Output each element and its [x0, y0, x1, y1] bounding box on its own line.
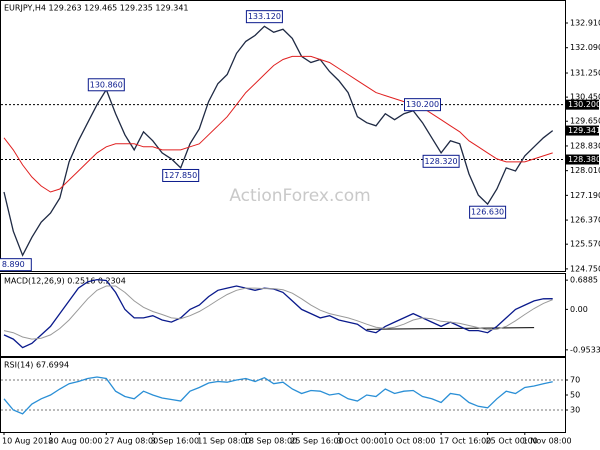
y-tick-label: 124.750 — [570, 264, 600, 273]
annotation-box — [0, 258, 32, 272]
price-panel — [0, 0, 566, 272]
y-tick-label: 131.250 — [570, 69, 600, 78]
y-tick-label: 30 — [570, 406, 580, 415]
watermark: ActionForex.com — [229, 186, 370, 206]
series-line — [3, 25, 554, 257]
y-tick-label: 128.010 — [570, 166, 600, 175]
annotation-box — [245, 10, 283, 24]
annotation-label: 130.200 — [406, 100, 439, 109]
x-tick-label: 1 Nov 08:00 — [523, 437, 572, 446]
x-tick-label: 18 Sep 08:00 — [244, 437, 297, 446]
x-tick-label: 10 Oct 08:00 — [383, 437, 435, 446]
rsi-panel — [0, 357, 566, 433]
series-line — [3, 376, 553, 415]
series-line — [3, 55, 553, 193]
macd-title: MACD(12,26,9) 0.2516 0.2304 — [4, 277, 126, 286]
trendline — [366, 327, 535, 330]
y-tick-label: 50 — [570, 391, 580, 400]
annotation-box — [404, 98, 441, 112]
annotation-box — [162, 168, 200, 182]
y-tick-label: 0.6885 — [570, 276, 598, 285]
annotation-box — [87, 78, 125, 92]
y-tick-label: 126.370 — [570, 216, 600, 225]
x-tick-label: 3 Sep 16:00 — [151, 437, 199, 446]
price-label-box — [566, 99, 599, 110]
annotation-label: 126.630 — [471, 208, 504, 217]
x-tick-label: 11 Sep 08:00 — [197, 437, 250, 446]
y-tick-label: 132.910 — [570, 18, 600, 27]
annotation-label: 133.120 — [248, 12, 281, 21]
series-line — [3, 278, 553, 349]
y-tick-label: 127.190 — [570, 191, 600, 200]
y-tick-label: 129.650 — [570, 117, 600, 126]
chart-title: EURJPY,H4 129.263 129.465 129.235 129.34… — [4, 4, 189, 13]
price-label-box — [566, 154, 599, 165]
price-label-box — [566, 125, 599, 136]
y-tick-label: 132.090 — [570, 43, 600, 52]
y-tick-label: 128.830 — [570, 141, 600, 150]
x-tick-label: 25 Oct 00:00 — [486, 437, 538, 446]
x-tick-label: 17 Oct 16:00 — [439, 437, 491, 446]
x-tick-label: 27 Aug 08:00 — [104, 437, 158, 446]
annotation-label: 128.320 — [425, 157, 458, 166]
annotation-box — [422, 154, 460, 168]
x-tick-label: 25 Sep 16:00 — [290, 437, 343, 446]
x-tick-label: 20 Aug 00:00 — [49, 437, 103, 446]
rsi-title: RSI(14) 67.6994 — [4, 361, 69, 370]
x-tick-label: 10 Aug 2018 — [2, 437, 53, 446]
series-line — [3, 285, 553, 340]
annotation-label: 8.890 — [2, 260, 25, 269]
x-tick-label: 3 Oct 00:00 — [337, 437, 384, 446]
y-tick-label: 0.00 — [570, 305, 588, 314]
price-label: 130.200 — [568, 100, 600, 109]
y-tick-label: -0.9533 — [570, 345, 600, 354]
y-tick-label: 70 — [570, 375, 580, 384]
price-label: 128.380 — [568, 155, 600, 164]
y-tick-label: 125.570 — [570, 240, 600, 249]
price-label: 129.341 — [568, 126, 600, 135]
annotation-label: 130.860 — [90, 80, 123, 89]
y-tick-label: 130.450 — [570, 93, 600, 102]
annotation-box — [469, 205, 507, 219]
macd-panel — [0, 273, 566, 357]
annotation-label: 127.850 — [164, 171, 197, 180]
